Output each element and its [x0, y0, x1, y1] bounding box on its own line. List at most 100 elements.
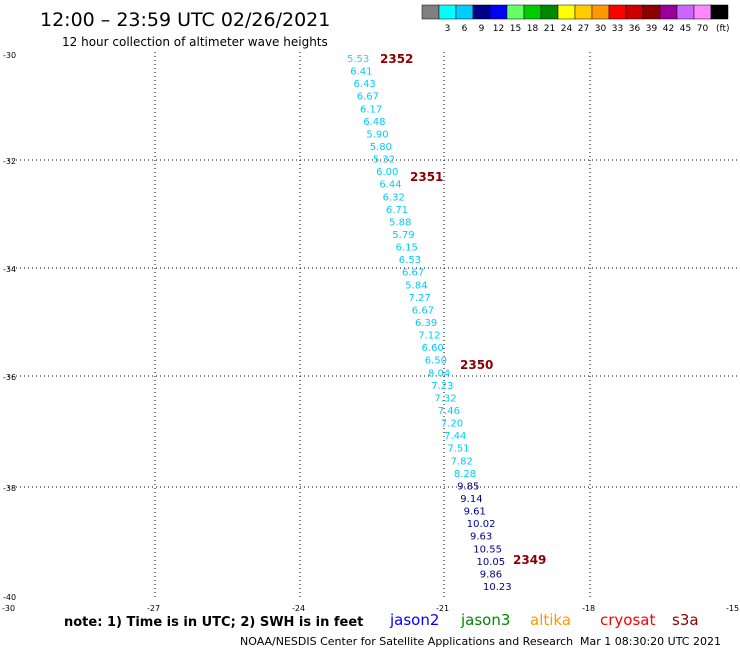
- wave-height-value: 7.23: [431, 381, 453, 392]
- wave-height-value: 6.32: [383, 192, 405, 203]
- legend-label: 6: [462, 24, 468, 34]
- latitude-labels: -30 -32 -34 -36 -38 -40: [3, 51, 16, 602]
- legend-label: 27: [578, 24, 589, 34]
- legend-label: 70: [697, 24, 709, 34]
- lat-label: -32: [3, 157, 16, 166]
- wave-height-value: 5.84: [405, 280, 427, 291]
- wave-height-value: 6.53: [399, 255, 421, 266]
- wave-height-value: 7.44: [444, 431, 466, 442]
- pass-time-labels: 2352 2351 2350 2349: [380, 52, 546, 567]
- pass-time-label: 2350: [460, 358, 493, 372]
- wave-height-value: 10.02: [467, 519, 496, 530]
- wave-height-value: 8.28: [454, 469, 476, 480]
- wave-height-value: 5.79: [392, 230, 414, 241]
- mission-s3a: s3a: [672, 611, 699, 629]
- lat-label: -38: [3, 484, 16, 493]
- wave-height-value: 6.48: [363, 117, 385, 128]
- wave-height-value: 10.05: [477, 557, 506, 568]
- wave-height-value: 6.15: [396, 243, 418, 254]
- legend-swatch: [523, 4, 542, 20]
- legend-label: 15: [510, 24, 521, 34]
- legend-swatch: [608, 4, 627, 20]
- legend-label: 30: [595, 24, 607, 34]
- wave-height-value: 7.32: [434, 393, 456, 404]
- lon-label: -15: [726, 604, 739, 613]
- legend-label: 9: [479, 24, 485, 34]
- pass-time-label: 2351: [410, 170, 443, 184]
- legend-swatch: [642, 4, 661, 20]
- legend-label: 24: [561, 24, 573, 34]
- wave-height-value: 9.61: [464, 507, 486, 518]
- wave-height-value: 6.00: [376, 167, 398, 178]
- mission-jason2: jason2: [389, 611, 439, 629]
- legend-swatch: [676, 4, 695, 20]
- legend-swatch: [472, 4, 491, 20]
- wave-height-value: 6.39: [415, 318, 437, 329]
- wave-height-value: 6.60: [422, 343, 444, 354]
- wave-height-value: 10.23: [483, 582, 512, 593]
- pass-time-label: 2352: [380, 52, 413, 66]
- wave-height-value: 6.44: [379, 180, 401, 191]
- lat-lon-grid: [8, 52, 740, 600]
- wave-height-value: 10.55: [473, 544, 502, 555]
- legend-swatch: [693, 4, 712, 20]
- wave-height-value: 8.04: [428, 368, 450, 379]
- wave-height-value: 7.51: [447, 444, 469, 455]
- legend-label: 18: [527, 24, 539, 34]
- legend-swatch: [438, 4, 457, 20]
- wave-height-value: 6.41: [350, 67, 372, 78]
- legend-label: 39: [646, 24, 658, 34]
- mission-jason3: jason3: [460, 611, 510, 629]
- wave-height-value: 9.63: [470, 532, 492, 543]
- altimeter-track: 5.536.416.436.676.176.485.905.805.326.00…: [347, 54, 512, 593]
- legend-swatch: [625, 4, 644, 20]
- mission-altika: altika: [530, 611, 571, 629]
- legend-swatch: [455, 4, 474, 20]
- legend-swatch: [574, 4, 593, 20]
- lon-label: -30: [2, 604, 15, 613]
- wave-height-value: 5.80: [370, 142, 392, 153]
- wave-height-value: 6.67: [412, 305, 434, 316]
- wave-height-value: 6.43: [354, 79, 376, 90]
- wave-height-value: 9.85: [457, 481, 479, 492]
- legend-swatch: [506, 4, 525, 20]
- legend-swatch: [540, 4, 559, 20]
- lon-label: -24: [292, 604, 305, 613]
- map-title: 12:00 – 23:59 UTC 02/26/2021: [40, 9, 330, 31]
- lat-label: -36: [3, 373, 16, 382]
- legend-swatch: [710, 4, 729, 20]
- wave-height-value: 6.50: [425, 356, 447, 367]
- wave-height-value: 6.17: [360, 104, 382, 115]
- legend-label: 33: [612, 24, 623, 34]
- legend-swatch: [489, 4, 508, 20]
- legend-label: 12: [493, 24, 504, 34]
- wave-height-value: 5.88: [389, 217, 411, 228]
- legend-swatch: [591, 4, 610, 20]
- map-subtitle: 12 hour collection of altimeter wave hei…: [62, 35, 328, 49]
- mission-cryosat: cryosat: [600, 611, 655, 629]
- wave-height-value: 6.67: [402, 268, 424, 279]
- legend-unit: (ft): [716, 24, 730, 34]
- wave-height-value: 7.27: [409, 293, 431, 304]
- pass-time-label: 2349: [513, 553, 546, 567]
- legend-swatch: [421, 4, 440, 20]
- wave-height-color-legend: 3 6 9 12 15 18 21 24 27 30 33 36 39 42 45 70 (ft): [421, 4, 730, 34]
- wave-height-value: 5.32: [373, 155, 395, 166]
- longitude-labels: -30 -27 -24 -21 -18 -15: [2, 604, 739, 613]
- lat-label: -30: [3, 51, 16, 60]
- credit-line: NOAA/NESDIS Center for Satellite Applica…: [240, 635, 573, 648]
- mission-legend: jason2 jason3 altika cryosat s3a: [389, 611, 699, 629]
- wave-height-value: 7.46: [438, 406, 460, 417]
- lon-label: -21: [436, 604, 449, 613]
- wave-height-value: 5.53: [347, 54, 369, 65]
- legend-swatch: [659, 4, 678, 20]
- lat-label: -34: [3, 265, 16, 274]
- wave-height-value: 6.71: [386, 205, 408, 216]
- legend-label: 42: [663, 24, 674, 34]
- lon-label: -18: [582, 604, 595, 613]
- wave-height-value: 9.86: [480, 569, 502, 580]
- wave-height-value: 5.90: [366, 129, 388, 140]
- legend-swatch: [557, 4, 576, 20]
- wave-height-value: 6.67: [357, 92, 379, 103]
